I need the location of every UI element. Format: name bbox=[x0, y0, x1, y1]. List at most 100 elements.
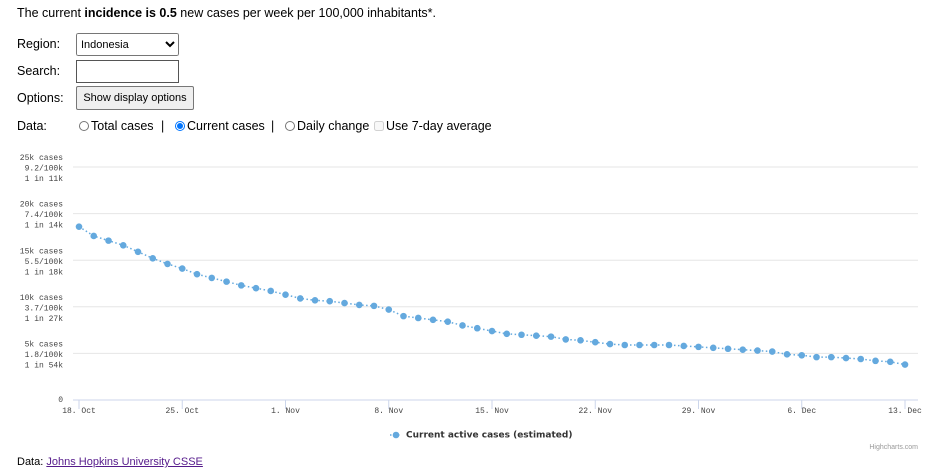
point bbox=[606, 340, 614, 348]
y-tick-label: 1.8/100k bbox=[25, 351, 64, 360]
point bbox=[650, 341, 658, 349]
region-label: Region: bbox=[17, 37, 61, 51]
point bbox=[562, 336, 570, 343]
point bbox=[282, 291, 289, 298]
point bbox=[754, 347, 761, 354]
y-tick-label: 1 in 11k bbox=[25, 175, 64, 184]
point bbox=[813, 353, 820, 361]
separator: | bbox=[161, 119, 165, 133]
incidence-text: The current incidence is 0.5 new cases p… bbox=[17, 6, 436, 20]
point bbox=[414, 314, 422, 322]
point bbox=[208, 274, 216, 282]
y-tick-label: 20k cases bbox=[20, 201, 63, 210]
point bbox=[577, 337, 584, 344]
x-tick-label: 22. Nov bbox=[578, 407, 612, 416]
radio[interactable] bbox=[79, 121, 89, 131]
y-tick-label: 10k cases bbox=[20, 294, 63, 303]
point bbox=[459, 322, 466, 329]
point bbox=[547, 333, 555, 340]
y-tick-label: 5k cases bbox=[25, 341, 64, 350]
region-select[interactable]: Indonesia bbox=[76, 33, 179, 56]
series-line bbox=[78, 226, 906, 366]
point bbox=[385, 306, 393, 313]
y-tick-label: 9.2/100k bbox=[25, 165, 64, 174]
point bbox=[134, 248, 142, 256]
point bbox=[267, 287, 275, 295]
point bbox=[193, 270, 201, 278]
point bbox=[724, 345, 732, 353]
x-tick-label: 8. Nov bbox=[374, 407, 403, 416]
option-text[interactable]: Use 7-day average bbox=[386, 119, 492, 133]
data-option[interactable]: Total cases bbox=[79, 119, 154, 133]
point bbox=[223, 278, 230, 285]
point bbox=[901, 361, 909, 368]
y-tick-label: 15k cases bbox=[20, 247, 63, 256]
point bbox=[326, 297, 334, 305]
point bbox=[798, 351, 806, 359]
y-tick-label: 7.4/100k bbox=[25, 211, 64, 220]
point bbox=[252, 284, 260, 292]
data-option[interactable]: Daily change bbox=[285, 119, 369, 133]
point bbox=[296, 295, 304, 302]
y-tick-label: 3.7/100k bbox=[25, 304, 64, 313]
source-link[interactable]: Johns Hopkins University CSSE bbox=[46, 456, 203, 468]
point bbox=[518, 331, 525, 339]
y-tick-label: 0 bbox=[58, 396, 63, 405]
search-input[interactable] bbox=[76, 60, 179, 83]
point bbox=[341, 299, 348, 307]
average-option[interactable]: Use 7-day average bbox=[374, 119, 492, 133]
data-label: Data: bbox=[17, 119, 47, 133]
legend-marker bbox=[392, 431, 400, 439]
x-tick-label: 15. Nov bbox=[475, 407, 509, 416]
point bbox=[886, 358, 894, 366]
point bbox=[768, 348, 776, 355]
checkbox[interactable] bbox=[374, 121, 384, 131]
y-tick-label: 1 in 54k bbox=[25, 362, 64, 371]
point bbox=[783, 351, 791, 358]
point bbox=[665, 341, 673, 349]
x-tick-label: 13. Dec bbox=[888, 407, 922, 416]
point bbox=[444, 318, 452, 326]
point bbox=[857, 355, 865, 363]
bold-text: incidence is 0.5 bbox=[84, 6, 177, 20]
y-tick-label: 5.5/100k bbox=[25, 258, 64, 267]
point bbox=[178, 265, 186, 272]
point bbox=[842, 354, 850, 362]
options-label: Options: bbox=[17, 91, 64, 105]
y-tick-label: 1 in 14k bbox=[25, 222, 64, 231]
data-option[interactable]: Current cases bbox=[175, 119, 265, 133]
point bbox=[827, 353, 835, 361]
y-tick-label: 1 in 27k bbox=[25, 315, 64, 324]
text: new cases per week per 100,000 inhabitan… bbox=[176, 6, 437, 20]
point bbox=[119, 241, 127, 249]
point bbox=[739, 346, 747, 353]
point bbox=[355, 301, 363, 309]
point bbox=[105, 237, 112, 244]
point bbox=[429, 316, 437, 324]
point bbox=[90, 232, 98, 240]
options-button[interactable]: Show display options bbox=[76, 86, 194, 110]
radio[interactable] bbox=[285, 121, 295, 131]
x-tick-label: 6. Dec bbox=[787, 407, 816, 416]
point bbox=[488, 327, 496, 335]
point bbox=[370, 302, 378, 310]
point bbox=[872, 357, 879, 365]
y-tick-label: 25k cases bbox=[20, 154, 63, 163]
radio[interactable] bbox=[175, 121, 185, 131]
x-tick-label: 29. Nov bbox=[682, 407, 716, 416]
option-text[interactable]: Current cases bbox=[187, 119, 265, 133]
point bbox=[311, 296, 319, 304]
legend-text: Current active cases (estimated) bbox=[406, 431, 572, 441]
point bbox=[636, 341, 643, 349]
point bbox=[473, 324, 481, 332]
point bbox=[75, 223, 83, 230]
x-tick-label: 18. Oct bbox=[62, 407, 96, 416]
option-text[interactable]: Total cases bbox=[91, 119, 154, 133]
option-text[interactable]: Daily change bbox=[297, 119, 370, 133]
footer: Data: Johns Hopkins University CSSE bbox=[17, 456, 203, 468]
footer-label: Data: bbox=[17, 456, 44, 468]
point bbox=[695, 343, 702, 351]
point bbox=[621, 341, 629, 349]
point bbox=[532, 332, 540, 339]
